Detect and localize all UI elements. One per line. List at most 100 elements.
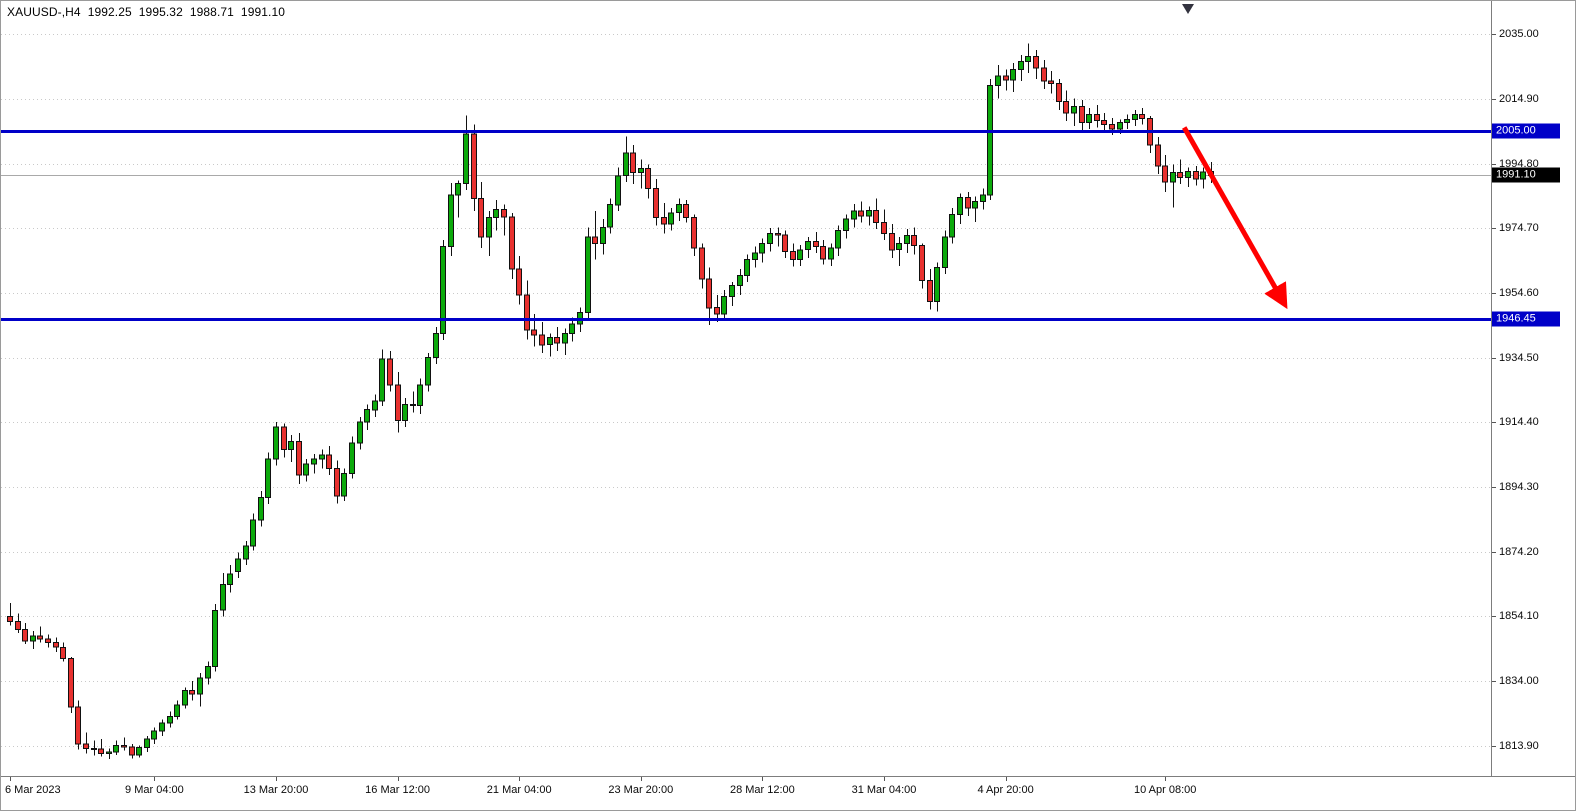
price-axis-label: 1914.40 [1499, 416, 1539, 429]
bull-candle [417, 384, 423, 407]
price-axis-label: 1894.30 [1499, 480, 1539, 493]
bear-candle [121, 744, 127, 748]
bear-candle [911, 234, 917, 247]
bear-candle [15, 621, 21, 630]
bear-candle [653, 188, 659, 219]
bull-candle [402, 403, 408, 421]
bull-candle [980, 194, 986, 203]
trend-arrow[interactable] [1182, 126, 1288, 310]
price-axis-tick [1492, 358, 1496, 359]
bull-candle [676, 204, 682, 214]
price-axis-separator [1491, 1, 1492, 776]
bear-candle [706, 278, 712, 309]
time-axis-label: 9 Mar 04:00 [125, 784, 184, 796]
bull-candle [182, 689, 188, 706]
chart-shift-marker-icon[interactable] [1182, 4, 1194, 14]
price-axis-label: 1994.80 [1499, 157, 1539, 170]
bear-candle [592, 236, 598, 244]
bull-candle [1170, 172, 1176, 183]
bear-candle [1048, 80, 1054, 84]
bull-candle [562, 333, 568, 344]
bear-candle [1162, 165, 1168, 183]
bull-candle [151, 730, 157, 740]
price-axis[interactable]: 2035.00 2014.90 1994.80 1974.70 1954.60 1934.… [1492, 1, 1575, 776]
bear-candle [661, 217, 667, 225]
bull-candle [159, 722, 165, 732]
time-axis-tick [398, 777, 399, 781]
time-axis-tick [762, 777, 763, 781]
time-axis-tick [154, 777, 155, 781]
price-axis-tick [1492, 616, 1496, 617]
bull-candle [425, 357, 431, 386]
bull-candle [205, 666, 211, 679]
bull-candle [136, 746, 142, 756]
bull-candle [737, 275, 743, 286]
bear-candle [919, 245, 925, 281]
bull-candle [851, 210, 857, 220]
bear-candle [509, 216, 515, 270]
bull-candle [341, 473, 347, 497]
bear-candle [395, 384, 401, 421]
price-axis-label: 1934.50 [1499, 351, 1539, 364]
price-axis-label: 2014.90 [1499, 92, 1539, 105]
bull-candle [972, 201, 978, 209]
bull-candle [721, 296, 727, 315]
time-axis-label: 10 Apr 08:00 [1133, 784, 1197, 796]
bull-candle [144, 738, 150, 748]
low-value: 1988.71 [189, 5, 234, 19]
bull-candle [197, 677, 203, 695]
chart-plot-area[interactable]: XAUUSD-,H4 1992.25 1995.32 1988.71 1991.10 [1, 1, 1491, 776]
price-axis-tick [1492, 487, 1496, 488]
bear-candle [881, 221, 887, 235]
bull-candle [30, 635, 36, 642]
bull-candle [486, 217, 492, 238]
bull-candle [957, 197, 963, 215]
level-price-tag: 2005.00 [1492, 123, 1560, 139]
bull-candle [349, 442, 355, 474]
level-price-tag: 1946.45 [1492, 311, 1560, 327]
bear-candle [75, 706, 81, 745]
bear-candle [410, 403, 416, 407]
time-axis-label: 23 Mar 20:00 [608, 784, 674, 796]
bull-candle [835, 230, 841, 249]
bear-candle [37, 635, 43, 640]
bear-candle [1003, 75, 1009, 81]
bull-candle [433, 333, 439, 359]
bull-candle [600, 226, 606, 244]
time-axis[interactable]: 6 Mar 2023 9 Mar 04:00 13 Mar 20:00 16 Mar … [1, 777, 1575, 810]
bull-candle [638, 167, 644, 174]
price-axis-tick [1492, 746, 1496, 747]
price-axis-label: 1954.60 [1499, 286, 1539, 299]
bear-candle [531, 329, 537, 336]
bull-candle [1010, 69, 1016, 81]
bear-candle [813, 241, 819, 247]
bear-candle [471, 133, 477, 199]
price-axis-tick [1492, 293, 1496, 294]
bull-candle [995, 75, 1001, 87]
bear-candle [281, 426, 287, 450]
bull-candle [1086, 114, 1092, 124]
price-axis-tick [1492, 164, 1496, 165]
bear-candle [83, 743, 89, 750]
bull-candle [569, 323, 575, 334]
bear-candle [189, 689, 195, 695]
bull-candle [585, 236, 591, 313]
bear-candle [790, 250, 796, 260]
bear-candle [1177, 172, 1183, 178]
bear-candle [1063, 101, 1069, 114]
bull-candle [448, 194, 454, 248]
bull-candle [1200, 171, 1206, 180]
bear-candle [524, 294, 530, 331]
bear-candle [68, 658, 74, 708]
bear-candle [334, 468, 340, 497]
bull-candle [752, 252, 758, 260]
time-axis-tick [10, 777, 11, 781]
price-axis-label: 1874.20 [1499, 545, 1539, 558]
bear-candle [45, 638, 51, 643]
bull-candle [805, 241, 811, 251]
bear-candle [1079, 106, 1085, 124]
bull-candle [265, 458, 271, 499]
bull-candle [828, 247, 834, 260]
bull-candle [174, 704, 180, 718]
